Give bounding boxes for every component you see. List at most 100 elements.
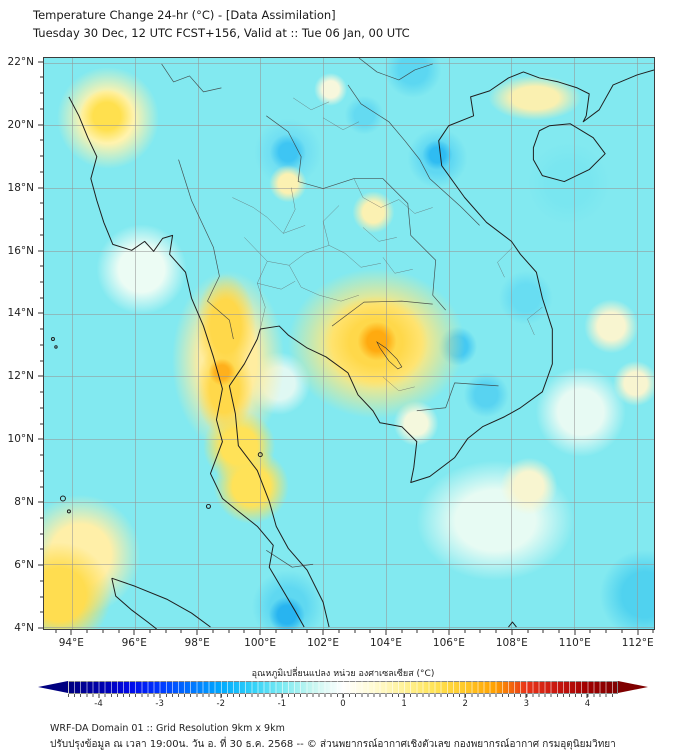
lat-major-tick (38, 375, 43, 377)
lon-minor-tick (621, 630, 623, 633)
lon-minor-tick (275, 630, 277, 633)
grid-line-vertical (323, 58, 325, 629)
colorbar-major-tick (403, 694, 405, 698)
lon-minor-tick (369, 630, 371, 633)
lat-major-tick (38, 124, 43, 126)
lon-tick-label: 102°E (307, 637, 339, 649)
lat-tick-label: 16°N (7, 244, 34, 257)
colorbar-tick-label: 2 (462, 699, 468, 709)
lat-minor-tick (40, 202, 43, 204)
colorbar-major-tick (464, 694, 466, 698)
lat-major-tick (38, 627, 43, 629)
province-border-paths (232, 97, 543, 392)
country-border-paths (161, 58, 499, 568)
lon-tick-label: 96°E (121, 637, 147, 649)
footer-domain-info: WRF-DA Domain 01 :: Grid Resolution 9km … (50, 723, 285, 734)
lat-minor-tick (40, 391, 43, 393)
lat-minor-tick (40, 92, 43, 94)
lon-major-tick (448, 630, 450, 635)
lat-minor-tick (40, 580, 43, 582)
lon-major-tick (322, 630, 324, 635)
lat-tick-label: 10°N (7, 433, 34, 446)
lon-minor-tick (589, 630, 591, 633)
lat-tick-label: 18°N (7, 181, 34, 194)
lon-major-tick (259, 630, 261, 635)
lon-minor-tick (432, 630, 434, 633)
grid-line-horizontal (44, 313, 654, 315)
lon-minor-tick (338, 630, 340, 633)
grid-line-vertical (636, 58, 638, 629)
lat-minor-tick (40, 218, 43, 220)
grid-line-horizontal (44, 564, 654, 566)
lat-major-tick (38, 250, 43, 252)
tonle-sap-lake-outline (376, 341, 403, 370)
lat-minor-tick (40, 155, 43, 157)
lon-major-tick (574, 630, 576, 635)
lat-minor-tick (40, 611, 43, 613)
lat-minor-tick (40, 171, 43, 173)
lon-minor-tick (527, 630, 529, 633)
lon-major-tick (196, 630, 198, 635)
lon-minor-tick (102, 630, 104, 633)
lat-minor-tick (40, 265, 43, 267)
lon-minor-tick (306, 630, 308, 633)
colorbar-tick-labels: -4 -3 -2 -1 0 1 2 3 4 (38, 694, 648, 712)
lon-minor-tick (416, 630, 418, 633)
lon-major-tick (385, 630, 387, 635)
lon-minor-tick (180, 630, 182, 633)
lon-minor-tick (243, 630, 245, 633)
lat-tick-label: 8°N (14, 496, 34, 509)
lat-major-tick (38, 187, 43, 189)
lat-minor-tick (40, 454, 43, 456)
lon-tick-label: 112°E (621, 637, 654, 649)
lon-minor-tick (228, 630, 230, 633)
map-plot-area (43, 57, 655, 630)
lat-major-tick (38, 312, 43, 314)
grid-lines-layer (44, 58, 654, 629)
lon-minor-tick (291, 630, 293, 633)
lat-minor-tick (40, 407, 43, 409)
lat-major-tick (38, 501, 43, 503)
lon-minor-tick (86, 630, 88, 633)
lat-minor-tick (40, 470, 43, 472)
lon-minor-tick (212, 630, 214, 633)
grid-line-horizontal (44, 188, 654, 190)
lon-minor-tick (558, 630, 560, 633)
lon-tick-label: 110°E (558, 637, 591, 649)
colorbar-segment-seams (68, 681, 618, 694)
lon-minor-tick (401, 630, 403, 633)
lon-minor-tick (55, 630, 57, 633)
lon-minor-tick (479, 630, 481, 633)
lat-tick-label: 12°N (7, 370, 34, 383)
grid-line-horizontal (44, 125, 654, 127)
lat-tick-label: 14°N (7, 307, 34, 320)
lat-minor-tick (40, 344, 43, 346)
colorbar-major-tick (342, 694, 344, 698)
colorbar-major-tick (220, 694, 222, 698)
lat-major-tick (38, 61, 43, 63)
colorbar-tick-label: 1 (401, 699, 407, 709)
colorbar-tick-label: -4 (94, 699, 103, 709)
grid-line-horizontal (44, 376, 654, 378)
footer-update-info: ปรับปรุงข้อมูล ณ เวลา 19:00น. วัน อ. ที่… (50, 739, 616, 750)
lon-minor-tick (652, 630, 654, 633)
grid-line-vertical (197, 58, 199, 629)
colorbar-tick-label: 4 (584, 699, 591, 709)
lon-minor-tick (605, 630, 607, 633)
lat-major-tick (38, 564, 43, 566)
grid-line-horizontal (44, 438, 654, 440)
lon-minor-tick (165, 630, 167, 633)
lat-tick-label: 6°N (14, 559, 34, 572)
colorbar-tick-label: -3 (155, 699, 164, 709)
lat-minor-tick (40, 517, 43, 519)
colorbar-major-tick (98, 694, 100, 698)
lat-tick-label: 22°N (7, 55, 34, 68)
lat-minor-tick (40, 596, 43, 598)
lat-minor-tick (40, 234, 43, 236)
grid-line-horizontal (44, 627, 654, 629)
grid-line-vertical (260, 58, 262, 629)
latitude-axis: 22°N 20°N 18°N 16°N 14°N 12°N 10°N 8°N 6°N 4°N (0, 55, 43, 634)
lat-minor-tick (40, 423, 43, 425)
coastline-paths (50, 69, 654, 629)
